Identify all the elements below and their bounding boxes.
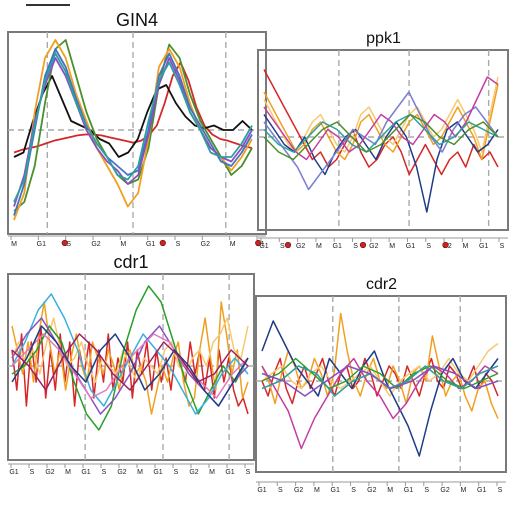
- phase-label: G2: [440, 487, 449, 494]
- phase-label: G1: [146, 241, 155, 248]
- series-line: [11, 293, 249, 415]
- phase-label: S: [426, 243, 431, 250]
- chart-panel-cdr2: cdr2 G1 S G2 M G1 S G2 M G1 S G2 M G1 S: [254, 276, 509, 496]
- phase-label: G2: [367, 487, 376, 494]
- phase-label: G2: [117, 469, 126, 476]
- series-line: [11, 325, 249, 407]
- series-line: [263, 113, 499, 153]
- series-line: [11, 317, 249, 383]
- series-line: [263, 114, 499, 213]
- phase-label: M: [462, 243, 468, 250]
- phase-label: G1: [406, 243, 415, 250]
- chart-svg: G1 S G2 M G1 S G2 M G1 S G2 M G1 S: [7, 273, 255, 476]
- series-line: [13, 57, 253, 207]
- series-line: [13, 75, 253, 158]
- series-line: [261, 320, 499, 457]
- plot-frame: [255, 295, 507, 473]
- phase-label: G1: [479, 243, 488, 250]
- phase-label: G1: [404, 487, 413, 494]
- phase-label: M: [65, 469, 71, 476]
- top-border-line: [26, 4, 70, 6]
- phase-label: M: [120, 241, 126, 248]
- phase-label: G2: [294, 487, 303, 494]
- phase-label: S: [498, 487, 503, 494]
- series-line: [13, 61, 253, 154]
- phase-label: G1: [259, 243, 268, 250]
- phase-label: M: [387, 487, 393, 494]
- phase-label: M: [316, 243, 322, 250]
- phase-label: S: [351, 487, 356, 494]
- chart-title: ppk1: [366, 30, 401, 47]
- phase-marker: [159, 239, 166, 247]
- phase-label: M: [230, 241, 236, 248]
- phase-label: S: [102, 469, 107, 476]
- phase-marker: [255, 239, 262, 247]
- phase-label: S: [280, 243, 285, 250]
- phase-label: S: [66, 241, 71, 248]
- series-line: [261, 365, 499, 397]
- chart-title: cdr1: [113, 252, 149, 272]
- plot-frame: [257, 49, 509, 231]
- series-line: [263, 91, 499, 191]
- phase-label: G1: [9, 469, 18, 476]
- phase-label: S: [176, 241, 181, 248]
- phase-label: G2: [91, 241, 100, 248]
- phase-label: G1: [331, 487, 340, 494]
- chart-svg: G1 S G2 M G1 S G2 M G1 S G2 M G1 S: [255, 295, 507, 494]
- phase-label: S: [424, 487, 429, 494]
- phase-label: G1: [153, 469, 162, 476]
- series-line: [261, 357, 499, 450]
- phase-marker: [442, 241, 449, 249]
- phase-label: G1: [477, 487, 486, 494]
- phase-label: G2: [369, 243, 378, 250]
- phase-marker: [359, 241, 367, 249]
- phase-label: M: [389, 243, 395, 250]
- chart-title: cdr2: [365, 276, 398, 293]
- phase-label: G2: [296, 243, 305, 250]
- phase-label: G1: [257, 487, 266, 494]
- phase-label: S: [174, 469, 179, 476]
- phase-label: S: [500, 243, 505, 250]
- phase-label: G1: [225, 469, 234, 476]
- phase-label: G1: [333, 243, 342, 250]
- series-line: [263, 69, 499, 176]
- plot-frame: [7, 31, 267, 235]
- series-line: [13, 52, 253, 203]
- series-line: [11, 333, 249, 391]
- phase-label: M: [209, 469, 215, 476]
- series-line: [11, 285, 249, 431]
- chart-panel-cdr1: cdr1 G1 S G2 M G1 S G2 M G1 S G2 M G1 S: [6, 252, 256, 480]
- phase-label: G2: [201, 241, 210, 248]
- series-line: [263, 113, 499, 161]
- phase-label: M: [460, 487, 466, 494]
- phase-label: S: [246, 469, 251, 476]
- phase-label: G1: [37, 241, 46, 248]
- phase-marker: [61, 239, 68, 247]
- phase-label: G1: [81, 469, 90, 476]
- plot-frame: [7, 273, 255, 461]
- phase-label: M: [11, 241, 17, 248]
- chart-svg: M G1 S G2 M G1 S G2 M G1: [7, 31, 267, 248]
- chart-title: GIN4: [115, 10, 158, 30]
- chart-panel-gin4: GIN4 M G1 S G2 M G1 S G2 M G1: [6, 10, 268, 250]
- phase-label: S: [30, 469, 35, 476]
- series-line: [11, 301, 249, 415]
- phase-marker: [284, 241, 292, 249]
- phase-label: G2: [189, 469, 198, 476]
- phase-label: G2: [45, 469, 54, 476]
- phase-label: M: [137, 469, 143, 476]
- series-line: [261, 357, 499, 390]
- phase-label: M: [314, 487, 320, 494]
- phase-label: S: [353, 243, 358, 250]
- phase-label: S: [278, 487, 283, 494]
